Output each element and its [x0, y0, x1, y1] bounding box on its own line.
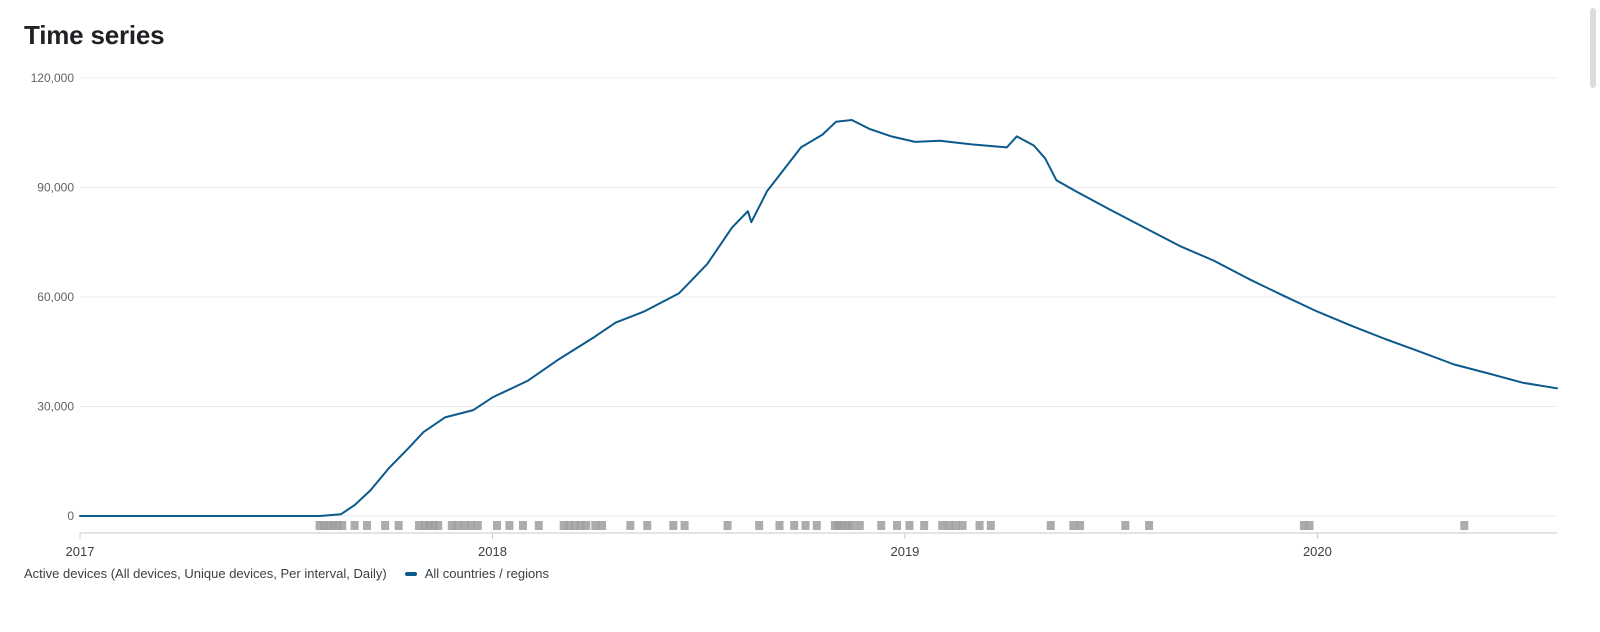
annotation-marker[interactable] [598, 521, 607, 530]
annotation-marker[interactable] [429, 521, 438, 530]
annotation-marker[interactable] [838, 521, 847, 530]
annotation-marker[interactable] [565, 521, 574, 530]
annotation-marker[interactable] [680, 521, 689, 530]
annotation-marker[interactable] [893, 521, 902, 530]
legend-metric-label: Active devices (All devices, Unique devi… [24, 566, 387, 581]
annotation-marker[interactable] [453, 521, 462, 530]
x-tick-label: 2017 [66, 544, 95, 559]
y-axis-ticks: 0 30,000 60,000 90,000 120,000 [31, 71, 75, 523]
page-scrollbar[interactable] [1590, 8, 1596, 88]
annotation-marker[interactable] [1121, 521, 1130, 530]
annotation-marker[interactable] [1046, 521, 1055, 530]
annotation-marker[interactable] [812, 521, 821, 530]
annotation-marker[interactable] [905, 521, 914, 530]
annotation-marker[interactable] [434, 521, 443, 530]
annotation-marker[interactable] [492, 521, 501, 530]
annotation-marker[interactable] [1145, 521, 1154, 530]
page-title: Time series [24, 20, 165, 50]
y-tick-label: 0 [67, 509, 74, 523]
annotation-marker[interactable] [834, 521, 843, 530]
annotation-marker[interactable] [394, 521, 403, 530]
x-tick-label: 2019 [890, 544, 919, 559]
y-tick-label: 30,000 [37, 400, 74, 414]
annotation-marker[interactable] [938, 521, 947, 530]
annotation-marker[interactable] [460, 521, 469, 530]
annotation-marker[interactable] [570, 521, 579, 530]
annotation-marker[interactable] [801, 521, 810, 530]
annotation-marker[interactable] [920, 521, 929, 530]
chart-legend: Active devices (All devices, Unique devi… [24, 566, 549, 581]
annotation-marker[interactable] [338, 521, 347, 530]
annotation-marker[interactable] [381, 521, 390, 530]
annotation-marker[interactable] [324, 521, 333, 530]
annotation-marker[interactable] [951, 521, 960, 530]
annotation-marker[interactable] [855, 521, 864, 530]
annotation-marker[interactable] [1305, 521, 1314, 530]
annotation-marker[interactable] [534, 521, 543, 530]
y-tick-label: 120,000 [31, 71, 75, 85]
annotation-markers[interactable] [315, 521, 1469, 530]
annotation-marker[interactable] [847, 521, 856, 530]
annotation-marker[interactable] [877, 521, 886, 530]
annotation-marker[interactable] [1460, 521, 1469, 530]
annotation-marker[interactable] [473, 521, 482, 530]
annotation-marker[interactable] [420, 521, 429, 530]
y-tick-label: 60,000 [37, 290, 74, 304]
annotation-marker[interactable] [425, 521, 434, 530]
annotation-marker[interactable] [945, 521, 954, 530]
annotation-marker[interactable] [1076, 521, 1085, 530]
annotation-marker[interactable] [363, 521, 372, 530]
annotation-marker[interactable] [320, 521, 329, 530]
annotation-marker[interactable] [755, 521, 764, 530]
annotation-marker[interactable] [576, 521, 585, 530]
annotation-marker[interactable] [643, 521, 652, 530]
x-axis-ticks: 2017 2018 2019 2020 [66, 533, 1332, 559]
annotation-marker[interactable] [986, 521, 995, 530]
annotation-marker[interactable] [582, 521, 591, 530]
annotation-marker[interactable] [447, 521, 456, 530]
x-tick-label: 2020 [1303, 544, 1332, 559]
annotation-marker[interactable] [329, 521, 338, 530]
annotation-marker[interactable] [1299, 521, 1308, 530]
annotation-marker[interactable] [350, 521, 359, 530]
annotation-marker[interactable] [591, 521, 600, 530]
annotation-marker[interactable] [518, 521, 527, 530]
annotation-marker[interactable] [975, 521, 984, 530]
annotation-marker[interactable] [775, 521, 784, 530]
annotation-marker[interactable] [315, 521, 324, 530]
legend-series-label[interactable]: All countries / regions [424, 566, 549, 581]
annotation-marker[interactable] [723, 521, 732, 530]
x-tick-label: 2018 [478, 544, 507, 559]
annotation-marker[interactable] [1069, 521, 1078, 530]
annotation-marker[interactable] [415, 521, 424, 530]
series-line-all-countries[interactable] [79, 119, 1558, 517]
annotation-marker[interactable] [333, 521, 342, 530]
annotation-marker[interactable] [626, 521, 635, 530]
annotation-marker[interactable] [505, 521, 514, 530]
annotation-marker[interactable] [559, 521, 568, 530]
legend-series-swatch [404, 571, 417, 576]
annotation-marker[interactable] [843, 521, 852, 530]
annotation-marker[interactable] [958, 521, 967, 530]
annotation-marker[interactable] [669, 521, 678, 530]
annotation-marker[interactable] [467, 521, 476, 530]
annotation-marker[interactable] [790, 521, 799, 530]
grid-layer [80, 77, 1557, 534]
y-tick-label: 90,000 [37, 181, 74, 195]
